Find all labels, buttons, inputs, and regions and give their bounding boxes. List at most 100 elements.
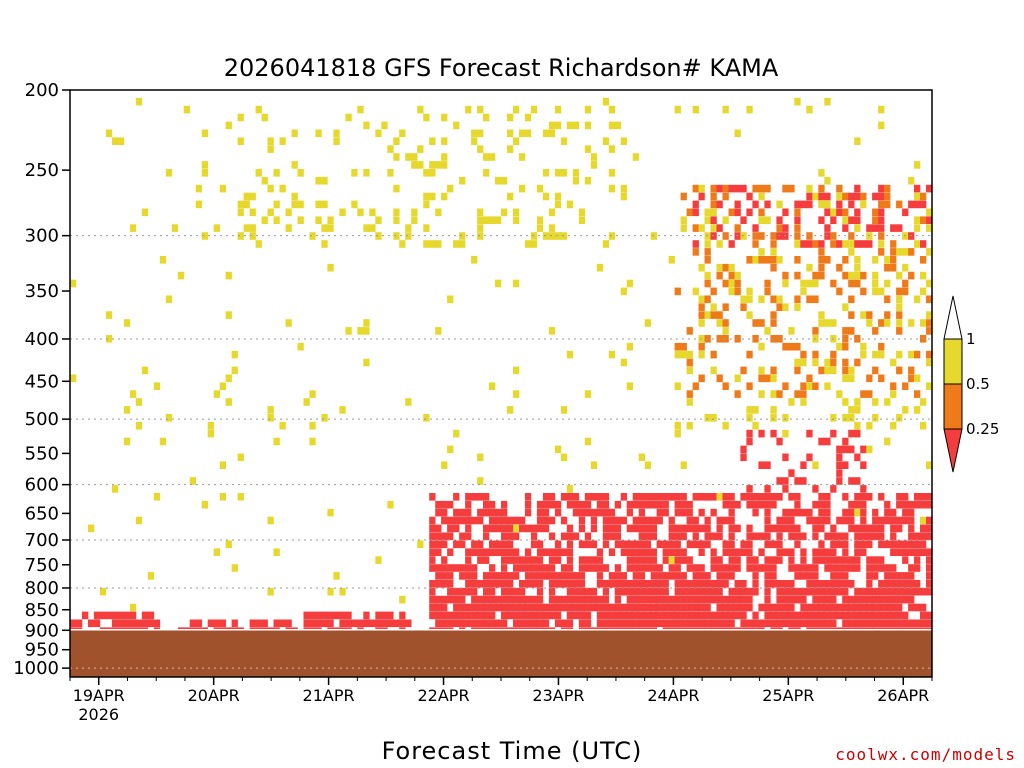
ri-cell: [375, 232, 382, 240]
ri-cell: [806, 516, 813, 525]
ri-cell: [513, 105, 520, 114]
ri-cell: [513, 587, 520, 596]
ri-cell: [818, 319, 825, 327]
ri-cell: [542, 129, 550, 138]
ri-cell: [345, 611, 352, 620]
ri-cell: [884, 587, 891, 596]
ri-cell: [770, 240, 777, 248]
ri-cell: [710, 350, 717, 359]
ri-cell: [620, 580, 627, 588]
ri-cell: [680, 500, 687, 509]
ri-cell: [758, 564, 765, 572]
ri-cell: [740, 216, 747, 224]
ri-cell: [261, 619, 268, 628]
ri-cell: [309, 619, 316, 628]
ri-cell: [459, 540, 466, 549]
ri-cell: [776, 580, 783, 588]
ri-cell: [536, 572, 544, 580]
ri-cell: [800, 358, 807, 367]
ri-cell: [902, 493, 909, 501]
ri-cell: [878, 516, 885, 525]
ri-cell: [548, 595, 556, 604]
ri-cell: [123, 619, 131, 628]
ri-cell: [501, 595, 508, 604]
ri-cell: [285, 224, 292, 232]
ri-cell: [866, 540, 873, 549]
ri-cell: [441, 532, 448, 541]
ri-cell: [554, 121, 562, 130]
ri-cell: [447, 619, 454, 628]
y-tick-label: 800: [25, 578, 59, 599]
ri-cell: [315, 200, 322, 209]
ri-cell: [734, 580, 741, 588]
ri-cell: [668, 619, 675, 628]
ri-cell: [914, 295, 921, 304]
ri-cell: [698, 224, 705, 232]
ri-cell: [375, 216, 382, 224]
ri-cell: [644, 461, 651, 469]
ri-cell: [854, 406, 861, 414]
ri-cell: [501, 176, 508, 185]
ri-cell: [626, 524, 633, 533]
ri-cell: [764, 327, 771, 335]
ri-cell: [860, 493, 867, 501]
ri-cell: [854, 398, 861, 406]
ri-cell: [554, 548, 562, 556]
ri-cell: [848, 279, 855, 288]
ri-cell: [548, 129, 556, 138]
ri-cell: [716, 200, 723, 209]
ri-cell: [507, 145, 514, 153]
ri-cell: [764, 256, 771, 264]
ri-cell: [860, 548, 867, 556]
ri-cell: [920, 619, 927, 628]
ri-cell: [830, 358, 837, 367]
ri-cell: [429, 587, 436, 596]
ri-cell: [542, 524, 550, 533]
ri-cell: [710, 366, 717, 375]
ri-cell: [710, 200, 717, 209]
ri-cell: [650, 556, 657, 564]
ri-cell: [626, 556, 633, 564]
ri-cell: [860, 461, 867, 469]
ri-cell: [794, 200, 801, 209]
ri-cell: [728, 279, 735, 288]
ri-cell: [638, 500, 645, 509]
ri-cell: [501, 564, 508, 572]
ri-cell: [902, 516, 909, 525]
ri-cell: [626, 619, 633, 628]
ri-cell: [746, 493, 753, 501]
ri-cell: [381, 619, 388, 628]
ri-cell: [830, 350, 837, 359]
ri-cell: [854, 508, 861, 517]
ri-cell: [812, 572, 819, 580]
ri-cell: [926, 532, 932, 541]
ri-cell: [453, 611, 460, 620]
ri-cell: [638, 619, 645, 628]
ri-cell: [842, 366, 849, 375]
ri-cell: [273, 216, 280, 224]
ri-cell: [866, 611, 873, 620]
ri-cell: [489, 603, 496, 612]
ri-cell: [704, 248, 711, 256]
ri-cell: [536, 548, 544, 556]
ri-cell: [614, 532, 621, 541]
ri-cell: [848, 240, 855, 248]
ri-cell: [872, 224, 879, 232]
ri-cell: [602, 580, 610, 588]
ri-cell: [405, 232, 412, 240]
ri-cell: [429, 611, 436, 620]
ri-cell: [578, 524, 586, 533]
ri-cell: [357, 105, 364, 114]
ri-cell: [477, 105, 484, 114]
ri-cell: [908, 350, 915, 359]
ri-cell: [866, 564, 873, 572]
ri-cell: [483, 603, 490, 612]
ri-cell: [926, 184, 932, 193]
ri-cell: [830, 532, 837, 541]
ri-cell: [662, 603, 669, 612]
ri-cell: [914, 161, 921, 169]
ri-cell: [830, 572, 837, 580]
ri-cell: [758, 319, 765, 327]
ri-cell: [483, 169, 490, 177]
ri-cell: [201, 500, 208, 509]
